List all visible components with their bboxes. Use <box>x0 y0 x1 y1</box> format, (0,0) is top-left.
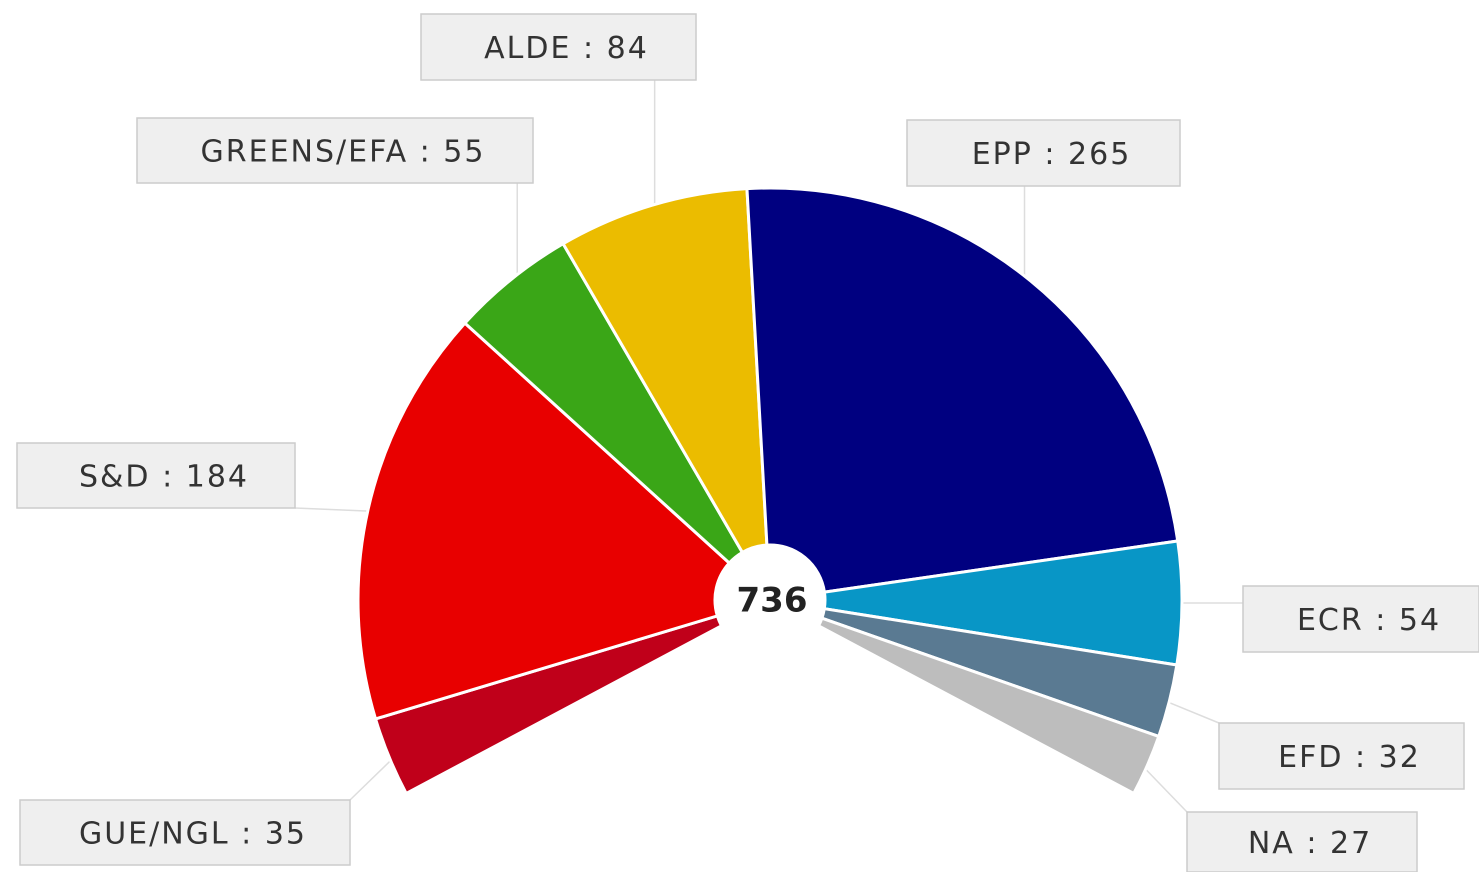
party-name: ALDE <box>484 31 571 66</box>
party-name: GUE/NGL <box>79 816 230 851</box>
label-box <box>1186 811 1418 872</box>
seat-count: 32 <box>1379 740 1421 775</box>
segment <box>745 186 1180 594</box>
separator: : <box>230 816 265 851</box>
separator: : <box>1295 826 1330 861</box>
separator: : <box>571 31 606 66</box>
party-name: EPP <box>972 137 1033 172</box>
seat-count: 35 <box>265 816 307 851</box>
seat-count: 265 <box>1068 137 1131 172</box>
separator: : <box>408 134 443 169</box>
separator: : <box>1343 740 1378 775</box>
seat-count: 84 <box>607 31 649 66</box>
party-name: S&D <box>79 459 151 494</box>
seat-count: 55 <box>443 134 485 169</box>
segment-label: NA : 27 <box>1248 826 1372 861</box>
segment-label: ALDE : 84 <box>484 31 649 66</box>
seat-count: 54 <box>1399 603 1441 638</box>
segment-label: S&D : 184 <box>79 459 249 494</box>
separator: : <box>1033 137 1068 172</box>
segment-label: GREENS/EFA : 55 <box>201 134 486 169</box>
party-name: ECR <box>1297 603 1364 638</box>
label-box <box>19 799 351 866</box>
party-name: EFD <box>1278 740 1343 775</box>
center-disc <box>715 545 825 655</box>
seat-count: 184 <box>186 459 249 494</box>
segment-label: EFD : 32 <box>1278 740 1421 775</box>
labels: GUE/NGL : 35 S&D : 184 GREENS/EFA : 55 ALDE… <box>16 13 1479 872</box>
label-box <box>16 442 296 509</box>
separator: : <box>1364 603 1399 638</box>
segments <box>356 186 1184 796</box>
segment <box>356 321 732 721</box>
label-box <box>420 13 697 81</box>
seat-count: 27 <box>1330 826 1372 861</box>
segment-label: ECR : 54 <box>1297 603 1441 638</box>
segment-label: EPP : 265 <box>972 137 1132 172</box>
label-box <box>906 119 1181 187</box>
label-box <box>136 117 534 184</box>
party-name: NA <box>1248 826 1295 861</box>
leader-line <box>294 507 378 513</box>
segment-label: GUE/NGL : 35 <box>79 816 307 851</box>
total-label: 736 <box>737 581 808 621</box>
label-box <box>1242 585 1479 653</box>
label-box <box>1218 722 1465 790</box>
party-name: GREENS/EFA <box>201 134 409 169</box>
separator: : <box>151 459 186 494</box>
